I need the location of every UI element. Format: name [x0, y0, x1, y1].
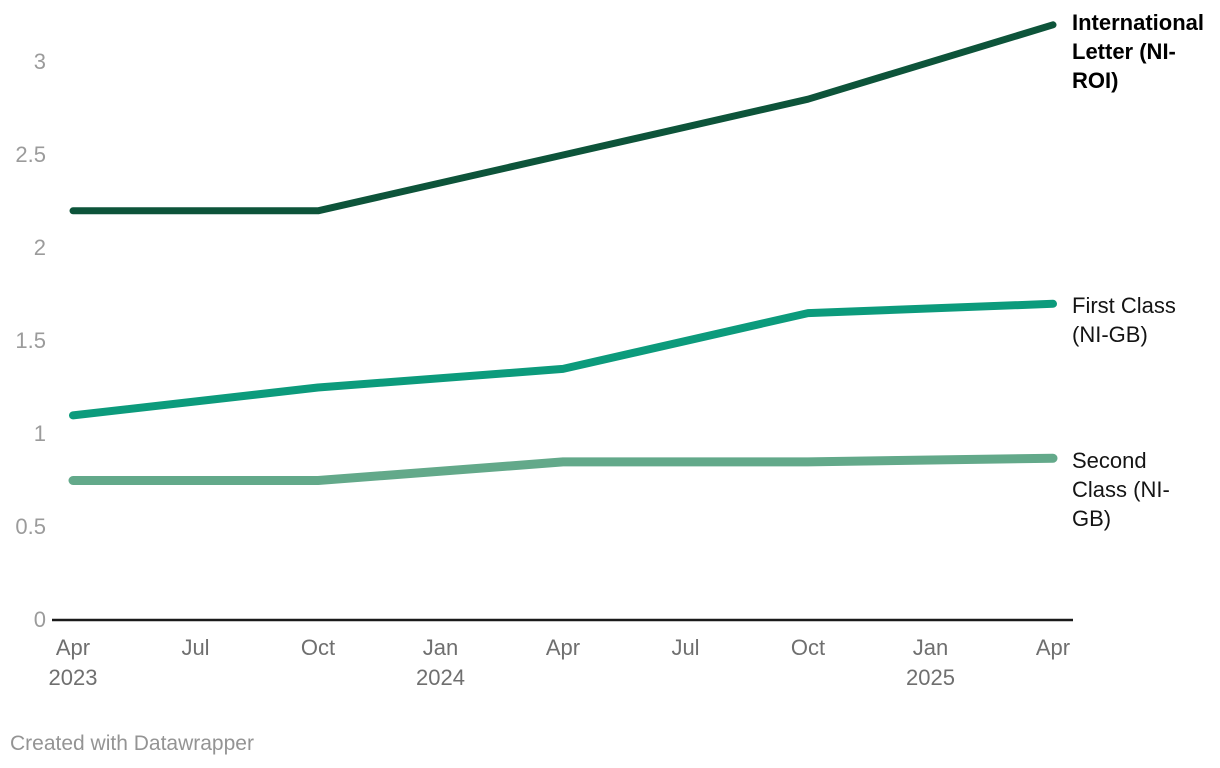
- x-tick-label: Apr 2023: [11, 633, 135, 693]
- x-tick-label: Apr: [991, 633, 1115, 663]
- series-label-first-class-ni-gb: First Class (NI-GB): [1072, 291, 1220, 349]
- y-tick-label: 3: [33, 49, 46, 74]
- x-tick-label: Oct: [256, 633, 380, 663]
- series-label-line: Letter (NI-: [1072, 39, 1176, 64]
- x-tick-year: 2024: [416, 665, 465, 690]
- x-tick-month: Jan: [422, 635, 459, 660]
- y-tick-label: 0.5: [15, 514, 46, 539]
- x-tick-label: Jul: [624, 633, 748, 663]
- series-label-line: ROI): [1072, 68, 1119, 93]
- x-tick-label: Jul: [134, 633, 258, 663]
- x-tick-month: Apr: [55, 635, 91, 660]
- series-label-second-class-ni-gb: Second Class (NI- GB): [1072, 446, 1220, 533]
- series-label-line: International: [1072, 10, 1205, 35]
- series-label-line: Class (NI-: [1072, 477, 1170, 502]
- y-tick-label: 1.5: [15, 328, 46, 353]
- x-tick-year: 2025: [906, 665, 955, 690]
- series-label-line: GB): [1072, 506, 1112, 531]
- x-tick-label: Apr: [501, 633, 625, 663]
- y-tick-label: 0: [33, 607, 46, 632]
- line-first-class-ni-gb: [69, 299, 1057, 420]
- y-tick-label: 2: [33, 235, 46, 260]
- x-tick-month: Jul: [181, 635, 210, 660]
- series-label-international-letter-ni-roi: International Letter (NI- ROI): [1072, 8, 1220, 95]
- y-tick-label: 2.5: [15, 142, 46, 167]
- y-tick-label: 1: [33, 421, 46, 446]
- series-label-line: Second: [1072, 448, 1147, 473]
- line-second-class-ni-gb: [68, 453, 1058, 485]
- x-tick-month: Apr: [1035, 635, 1071, 660]
- x-tick-month: Apr: [545, 635, 581, 660]
- x-tick-label: Jan 2025: [869, 633, 993, 693]
- x-tick-label: Oct: [746, 633, 870, 663]
- x-tick-label: Jan 2024: [379, 633, 503, 693]
- x-tick-month: Jan: [912, 635, 949, 660]
- x-tick-month: Oct: [300, 635, 336, 660]
- series-label-line: First Class: [1072, 293, 1176, 318]
- x-tick-month: Oct: [790, 635, 826, 660]
- series-label-line: (NI-GB): [1072, 322, 1148, 347]
- x-tick-month: Jul: [671, 635, 700, 660]
- line-international-letter-ni-roi: [69, 21, 1057, 215]
- datawrapper-credit-link[interactable]: Created with Datawrapper: [10, 732, 254, 755]
- x-tick-year: 2023: [48, 665, 98, 690]
